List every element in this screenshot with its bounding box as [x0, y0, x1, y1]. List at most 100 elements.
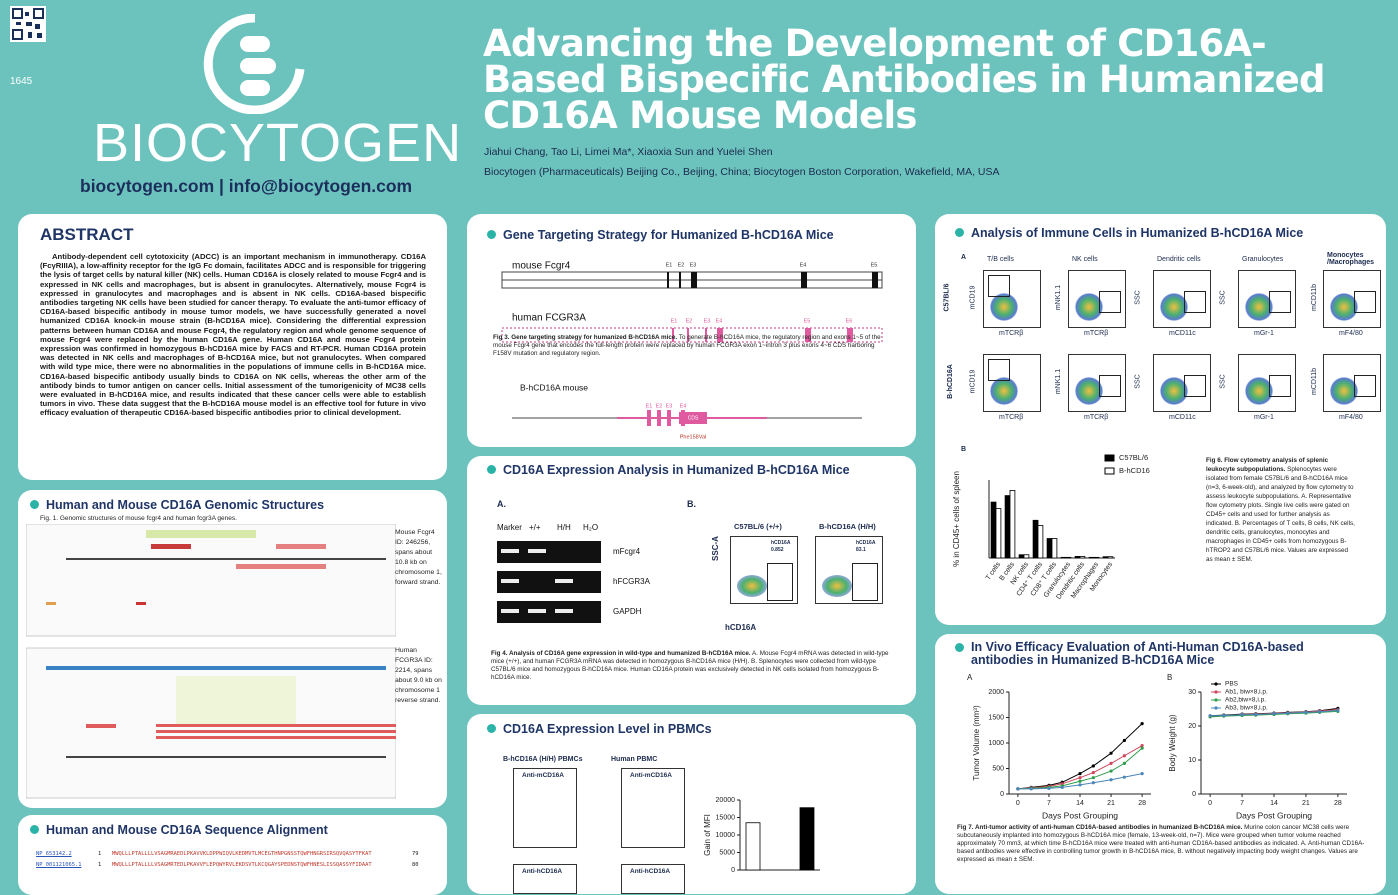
- alignment-table: NP_653142.2 1 MWQLLLPTALLLLVSAGMRAEDLPKAVV…: [36, 849, 424, 871]
- bar: [990, 501, 997, 559]
- gene-label: mFcgr4: [613, 547, 641, 556]
- flow-events: [1075, 293, 1103, 321]
- gel-band: [555, 609, 573, 613]
- poster-number: 1645: [10, 76, 33, 87]
- exon-label: E3: [666, 403, 673, 409]
- legend-marker: [1214, 682, 1218, 686]
- y-tick-label: 15000: [716, 814, 736, 821]
- data-point: [1304, 710, 1308, 714]
- exon: [672, 328, 674, 342]
- flow-title: C57BL/6 (+/+): [734, 522, 782, 531]
- y-tick-label: 2000: [988, 689, 1004, 696]
- invivo-card: In Vivo Efficacy Evaluation of Anti-Huma…: [935, 634, 1386, 894]
- exon: [647, 410, 651, 426]
- exon-label: E6: [846, 318, 853, 324]
- exon: [667, 410, 671, 426]
- data-point: [1140, 743, 1144, 748]
- y-axis-label: % in CD45+ cells of spleen: [952, 471, 961, 567]
- histogram: Anti-mCD16A: [513, 768, 577, 848]
- abstract-title: ABSTRACT: [40, 225, 134, 244]
- x-tick-label: 21: [1302, 800, 1310, 807]
- axis-label: mTCRβ: [999, 414, 1024, 421]
- column-title: Dendritic cells: [1157, 256, 1201, 263]
- x-tick-label: 28: [1334, 800, 1342, 807]
- qr-code: [10, 6, 46, 42]
- flow-events: [1245, 293, 1273, 321]
- caption-text: Splenocytes were isolated from female C5…: [1206, 466, 1355, 563]
- axis-label: mTCRβ: [1084, 330, 1109, 337]
- expression-card: CD16A Expression Analysis in Humanized B…: [467, 456, 916, 705]
- legend-label: Ab3, biw×8,i.p.: [1225, 705, 1268, 712]
- lane-label: Marker: [497, 523, 522, 532]
- gel-band: [528, 549, 546, 553]
- flow-plot: hCD16A 0.852: [730, 536, 798, 604]
- flow-events: [1160, 377, 1188, 405]
- data-point: [1091, 770, 1095, 775]
- bar: [1093, 556, 1100, 559]
- logo-text: BIOCYTOGEN: [93, 113, 463, 173]
- immune-card: Analysis of Immune Cells in Humanized B-…: [935, 214, 1386, 625]
- x-tick-label: 0: [1016, 800, 1020, 807]
- flow-gate: [1184, 291, 1206, 313]
- y-tick-label: 30: [1188, 689, 1196, 696]
- flow-events: [1330, 377, 1358, 405]
- histogram-title: Anti-hCD16A: [630, 868, 671, 875]
- gate-value: 0.852: [771, 547, 784, 553]
- histogram-title: Anti-mCD16A: [522, 772, 564, 779]
- flow-events: [990, 377, 1018, 405]
- mouse-gene-note: Mouse Fcgr4 ID: 246256, spans about 10.8…: [395, 529, 442, 586]
- exon: [717, 328, 723, 342]
- gel-band: [501, 609, 519, 613]
- x-tick-label: 0: [1208, 800, 1212, 807]
- data-point: [1047, 786, 1051, 790]
- y-axis-label: Tumor Volume (mm³): [972, 705, 981, 781]
- flow-plot: [1323, 354, 1381, 412]
- alignment-cell: 79: [412, 851, 419, 857]
- exon-label: E2: [656, 403, 663, 409]
- exon: [847, 328, 853, 342]
- exon: [657, 410, 661, 426]
- panel-label: A: [961, 254, 967, 261]
- contact: biocytogen.com | info@biocytogen.com: [80, 176, 413, 196]
- exon: [667, 272, 669, 288]
- axis-label: SSC: [1219, 290, 1227, 305]
- pbmc-card: CD16A Expression Level in PBMCs B-hCD16A…: [467, 714, 916, 894]
- body-weight-chart: 0 10 20 30 Body Weight (g) B 0 7 14 21 28 Days Post…: [1167, 673, 1347, 820]
- y-tick-label: 1000: [988, 740, 1004, 747]
- data-point: [1140, 746, 1144, 750]
- bar: [1065, 556, 1072, 559]
- bar: [1088, 556, 1095, 559]
- flow-events: [822, 575, 852, 597]
- caption-text: A. Mouse Fcgr4 mRNA was detected in wild…: [491, 650, 889, 681]
- data-point: [1222, 713, 1226, 718]
- flow-gate: [1099, 375, 1121, 397]
- column-title: Monocytes /Macrophages: [1327, 252, 1375, 266]
- flow-plot: [983, 354, 1041, 412]
- bar: [1009, 490, 1016, 559]
- axis-label: mNK1.1: [1055, 368, 1063, 395]
- flow-gate: [1354, 375, 1376, 397]
- exon-label: E1: [646, 403, 653, 409]
- alignment-cell: MWQLLLPTALLLLVSAGMRAEDLPKAVVKLDPPWIQVLKE…: [112, 851, 372, 857]
- exon-label: E4: [716, 318, 723, 324]
- data-point: [1060, 785, 1064, 789]
- exon-label: E2: [678, 262, 685, 268]
- x-axis-label: Days Post Grouping: [1042, 810, 1118, 820]
- section-title: Human and Mouse CD16A Genomic Structures: [30, 498, 324, 512]
- gel-image: [497, 601, 601, 623]
- histogram-title: Anti-hCD16A: [522, 868, 563, 875]
- histogram: Anti-hCD16A: [513, 864, 577, 894]
- gate-value: 83.1: [856, 547, 866, 553]
- y-axis-label: Body Weight (g): [1168, 714, 1177, 772]
- data-point: [1078, 783, 1082, 787]
- data-point: [1109, 769, 1113, 773]
- data-point: [1029, 787, 1033, 791]
- caption-text: To generate B-hCD16A mice, the regulator…: [493, 334, 881, 357]
- column-title: Human PBMC: [611, 756, 658, 763]
- bar: [745, 822, 761, 871]
- y-axis-label: Gain of MFI: [703, 814, 712, 856]
- bar: [1107, 556, 1114, 559]
- authors: Jiahui Chang, Tao Li, Limei Ma*, Xiaoxia…: [484, 146, 773, 158]
- gel-band: [555, 579, 573, 583]
- caption-title: Fig 4. Analysis of CD16A gene expression…: [491, 650, 751, 657]
